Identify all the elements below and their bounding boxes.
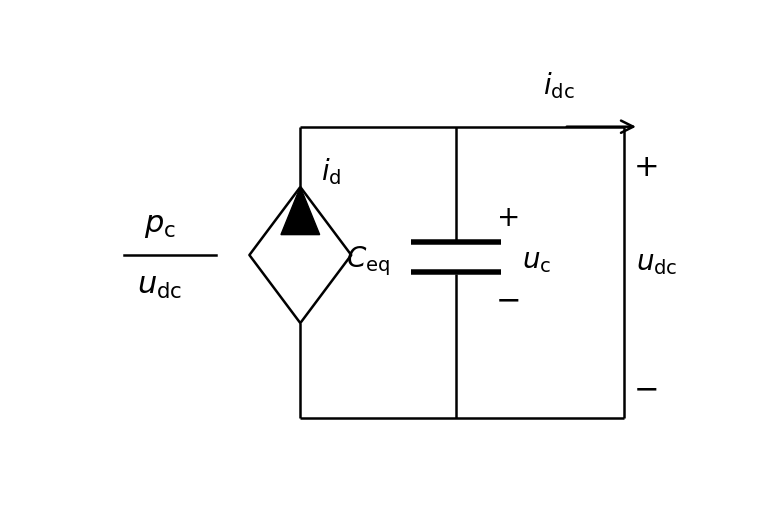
Text: $-$: $-$ xyxy=(495,285,519,314)
Text: $u_{\mathrm{c}}$: $u_{\mathrm{c}}$ xyxy=(522,247,551,275)
Text: $+$: $+$ xyxy=(495,204,518,232)
Text: $u_{\mathrm{dc}}$: $u_{\mathrm{dc}}$ xyxy=(636,249,677,277)
Text: $-$: $-$ xyxy=(632,375,657,403)
Polygon shape xyxy=(281,187,320,235)
Text: $i_{\mathrm{d}}$: $i_{\mathrm{d}}$ xyxy=(322,156,342,187)
Text: $+$: $+$ xyxy=(632,153,657,182)
Text: $p_{\mathrm{c}}$: $p_{\mathrm{c}}$ xyxy=(144,212,175,240)
Text: $i_{\mathrm{dc}}$: $i_{\mathrm{dc}}$ xyxy=(543,71,574,102)
Text: $C_{\mathrm{eq}}$: $C_{\mathrm{eq}}$ xyxy=(346,244,390,278)
Text: $u_{\mathrm{dc}}$: $u_{\mathrm{dc}}$ xyxy=(137,272,182,300)
